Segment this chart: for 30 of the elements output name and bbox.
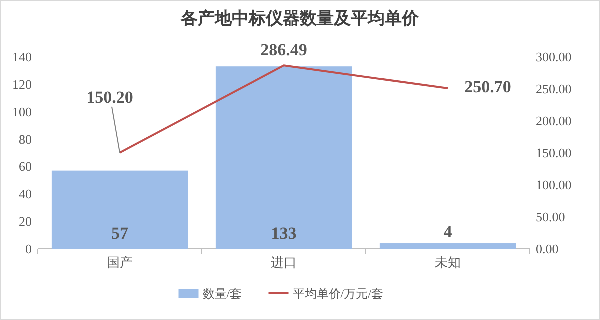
y-tick-label: 80 (19, 132, 32, 147)
bar (380, 244, 516, 249)
y2-tick-label: 50.00 (536, 210, 566, 224)
y-tick-label: 60 (19, 159, 32, 174)
y2-tick-label: 200.00 (536, 114, 572, 128)
y-tick-label: 0 (26, 242, 32, 256)
legend-label: 数量/套 (202, 287, 242, 301)
data-label: 286.49 (260, 40, 308, 60)
x-tick-label: 进口 (271, 255, 297, 270)
x-tick-label: 未知 (435, 255, 461, 270)
chart-title: 各产地中标仪器数量及平均单价 (180, 9, 420, 28)
y-tick-label: 20 (19, 214, 32, 230)
data-label: 150.20 (86, 88, 134, 107)
y2-tick-label: 300.00 (536, 50, 572, 64)
bar (216, 66, 352, 249)
data-label: 57 (112, 224, 129, 243)
x-tick-label: 国产 (107, 255, 133, 270)
y-tick-label: 120 (12, 76, 32, 92)
data-label: 4 (444, 222, 453, 242)
y2-tick-label: 250.00 (536, 82, 572, 96)
bar (52, 170, 188, 249)
y-tick-label: 40 (19, 186, 32, 202)
y2-tick-label: 150.00 (536, 146, 572, 160)
data-label: 250.70 (464, 78, 512, 97)
legend-label: 平均单价/万元/套 (292, 287, 384, 301)
data-label: 133 (271, 224, 297, 243)
y-tick-label: 100 (12, 104, 32, 120)
y-tick-label: 140 (12, 50, 32, 64)
y2-tick-label: 100.00 (536, 178, 572, 192)
y2-tick-label: 0.00 (536, 242, 559, 256)
